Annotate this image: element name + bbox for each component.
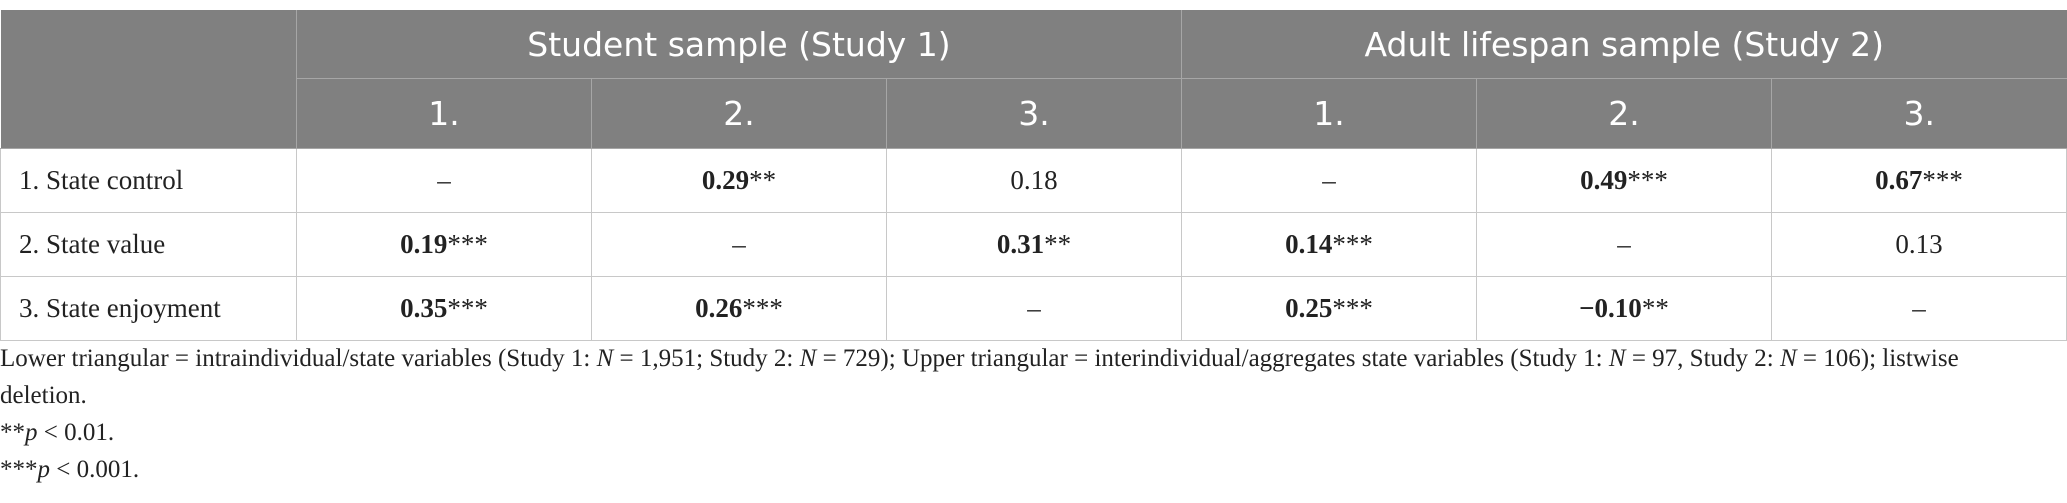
note-line: ***p < 0.001. xyxy=(0,451,2050,488)
significance-stars: ** xyxy=(749,165,777,195)
table-cell: 0.18 xyxy=(886,148,1182,213)
table-cell: 0.19*** xyxy=(296,212,592,277)
table-cell: 0.31** xyxy=(886,212,1182,277)
significance-stars: *** xyxy=(1332,229,1373,259)
note-text: *** xyxy=(0,456,38,483)
note-line: **p < 0.01. xyxy=(0,414,2050,451)
table-cell: – xyxy=(1771,276,2067,341)
table-cell: 0.26*** xyxy=(591,276,887,341)
cell-text: – xyxy=(732,229,746,259)
group-header-row: Student sample (Study 1) Adult lifespan … xyxy=(0,10,2067,149)
table-cell: – xyxy=(886,276,1182,341)
group-header: Student sample (Study 1) xyxy=(296,10,1182,79)
row-label: 3. State enjoyment xyxy=(0,276,297,341)
cell-value: 0.49 xyxy=(1580,165,1628,195)
note-text: N xyxy=(596,345,614,372)
cell-value: 0.29 xyxy=(701,165,750,195)
table-cell: 0.35*** xyxy=(296,276,592,341)
note-text: p xyxy=(37,456,51,483)
column-header: 2. xyxy=(1476,78,1772,149)
table-cell: 0.49*** xyxy=(1476,148,1772,213)
table-row: 3. State enjoyment 0.35*** 0.26*** –0.25***… xyxy=(0,276,2067,341)
significance-stars: *** xyxy=(742,293,783,323)
column-header: 2. xyxy=(591,78,887,149)
cell-text: 0.18 xyxy=(1010,165,1058,195)
cell-value: 0.26 xyxy=(695,293,743,323)
subheader-row: 1. 2. 3. 1. 2. 3. xyxy=(1,78,2067,149)
table-cell: – xyxy=(1181,148,1477,213)
table-notes: Lower triangular = intraindividual/state… xyxy=(0,340,2050,488)
correlation-table: Student sample (Study 1) Adult lifespan … xyxy=(0,10,2067,341)
table-row: 1. State control –0.29** 0.18–0.49*** 0.67*… xyxy=(0,148,2067,213)
cell-text: 0.13 xyxy=(1895,229,1943,259)
cell-text: – xyxy=(437,165,451,195)
note-text: p xyxy=(25,419,38,446)
cell-value: 0.31 xyxy=(996,229,1045,259)
cell-text: – xyxy=(1912,293,1926,323)
significance-stars: *** xyxy=(1332,293,1373,323)
note-line: Lower triangular = intraindividual/state… xyxy=(0,340,2050,414)
table-cell: 0.13 xyxy=(1771,212,2067,277)
note-text: N xyxy=(1779,345,1797,372)
note-text: N xyxy=(799,345,817,372)
corner-cell xyxy=(0,10,297,149)
note-text: < 0.001. xyxy=(50,456,140,483)
table-cell: – xyxy=(296,148,592,213)
column-header: 1. xyxy=(1181,78,1477,149)
table-cell: 0.29** xyxy=(591,148,887,213)
significance-stars: *** xyxy=(1922,165,1963,195)
note-text: ** xyxy=(0,419,25,446)
cell-text: – xyxy=(1322,165,1336,195)
table-cell: – xyxy=(591,212,887,277)
significance-stars: ** xyxy=(1044,229,1072,259)
note-text: Lower triangular = intraindividual/state… xyxy=(0,345,597,372)
table-cell: – xyxy=(1476,212,1772,277)
significance-stars: *** xyxy=(1627,165,1668,195)
note-text: < 0.01. xyxy=(37,419,115,446)
table-cell: 0.67*** xyxy=(1771,148,2067,213)
column-header: 3. xyxy=(1771,78,2067,149)
table-body: 1. State control –0.29** 0.18–0.49*** 0.67*… xyxy=(0,148,2067,341)
table-cell: 0.14*** xyxy=(1181,212,1477,277)
cell-value: 0.25 xyxy=(1285,293,1333,323)
row-label: 1. State control xyxy=(0,148,297,213)
row-label: 2. State value xyxy=(0,212,297,277)
note-text: = 97, Study 2: xyxy=(1625,345,1780,372)
note-text: = 729); Upper triangular = interindividu… xyxy=(816,345,1609,372)
group-header: Adult lifespan sample (Study 2) xyxy=(1181,10,2067,79)
note-text: = 1,951; Study 2: xyxy=(613,345,800,372)
note-text: = 106); listwise deletion. xyxy=(0,345,1959,409)
cell-text: – xyxy=(1027,293,1041,323)
cell-value: 0.14 xyxy=(1285,229,1333,259)
note-text: N xyxy=(1608,345,1626,372)
cell-value: −0.10 xyxy=(1579,293,1642,323)
column-header: 1. xyxy=(296,78,592,149)
significance-stars: *** xyxy=(447,293,488,323)
cell-value: 0.35 xyxy=(400,293,448,323)
table-cell: −0.10** xyxy=(1476,276,1772,341)
table-row: 2. State value 0.19*** –0.31** 0.14*** –0.13 xyxy=(0,212,2067,277)
cell-value: 0.67 xyxy=(1875,165,1923,195)
significance-stars: *** xyxy=(447,229,488,259)
column-header: 3. xyxy=(886,78,1182,149)
significance-stars: ** xyxy=(1641,293,1669,323)
cell-text: – xyxy=(1617,229,1631,259)
table-cell: 0.25*** xyxy=(1181,276,1477,341)
cell-value: 0.19 xyxy=(400,229,448,259)
